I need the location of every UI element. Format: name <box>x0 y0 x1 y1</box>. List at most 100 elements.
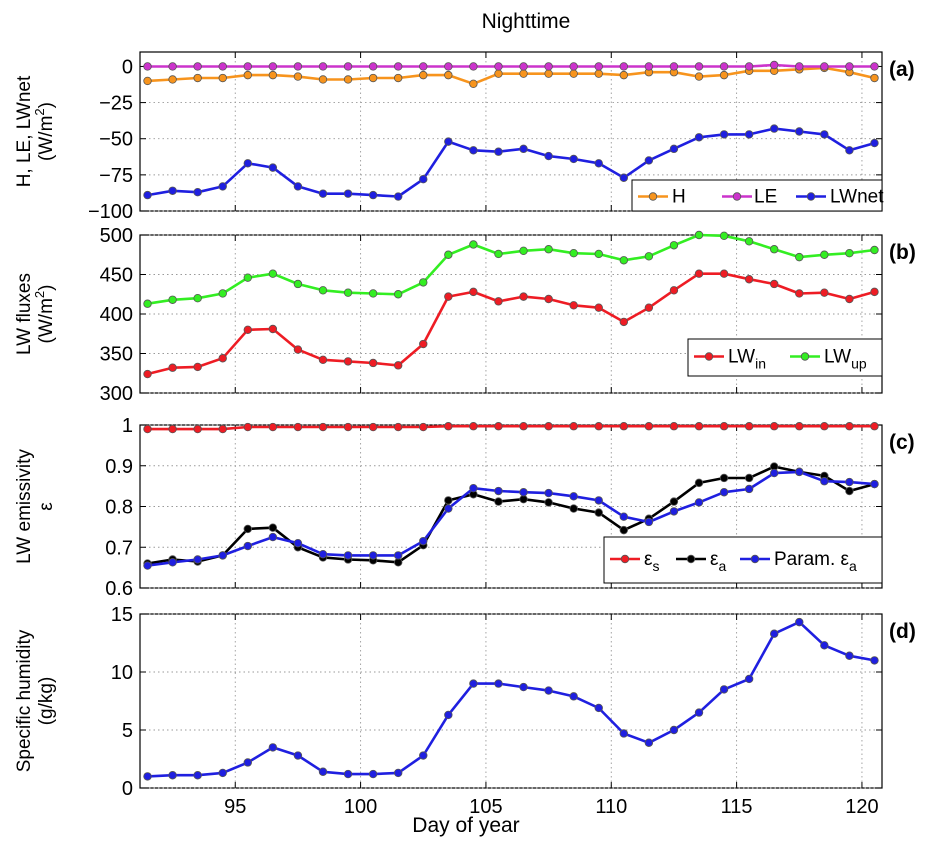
data-point <box>243 159 252 168</box>
legend-label: LE <box>754 187 777 208</box>
data-point <box>343 551 353 560</box>
data-point <box>820 250 829 259</box>
data-point <box>469 240 478 249</box>
data-point <box>143 76 152 86</box>
y-tick-label: −25 <box>99 93 133 115</box>
data-point <box>644 738 654 747</box>
data-point <box>393 62 403 71</box>
data-point <box>719 62 729 71</box>
data-point <box>820 477 829 486</box>
data-point <box>444 496 453 505</box>
panel-label: (a) <box>889 58 915 81</box>
series-line <box>147 63 875 68</box>
data-point <box>243 325 252 334</box>
series-line <box>147 470 875 567</box>
y-axis-label: Specific humidity <box>14 629 35 772</box>
data-point <box>870 479 879 489</box>
data-point <box>795 422 804 431</box>
data-point <box>469 679 478 688</box>
data-point <box>619 729 629 738</box>
data-point <box>870 138 879 148</box>
data-point <box>544 294 553 304</box>
data-point <box>268 324 278 334</box>
data-point <box>243 62 252 71</box>
data-point <box>544 686 553 695</box>
data-point <box>243 273 252 282</box>
data-point <box>268 523 278 532</box>
data-point <box>193 555 202 564</box>
y-axis-unit-part: ) <box>36 285 57 291</box>
data-point <box>268 532 278 542</box>
data-point <box>469 287 478 297</box>
y-axis-unit: (W/m2) <box>32 285 57 344</box>
data-point <box>193 424 202 434</box>
data-point <box>544 498 553 507</box>
y-axis-unit: (W/m2) <box>32 102 57 161</box>
data-point <box>368 358 378 368</box>
data-point <box>343 62 353 71</box>
y-axis-unit-sup: 2 <box>32 291 47 298</box>
data-point <box>719 488 729 497</box>
data-point <box>770 279 779 289</box>
y-tick-label: 450 <box>100 265 133 287</box>
data-point <box>544 245 553 254</box>
y-axis-label-2: (g/kg) <box>36 677 57 726</box>
series-2 <box>143 230 879 308</box>
data-point <box>444 504 453 513</box>
y-tick-label: −75 <box>99 165 133 187</box>
data-point <box>694 72 704 81</box>
data-point <box>744 130 754 139</box>
data-point <box>845 62 854 71</box>
data-point <box>744 237 754 246</box>
data-point <box>143 772 152 781</box>
data-point <box>293 279 303 289</box>
data-point <box>795 127 804 136</box>
data-point <box>494 486 503 496</box>
data-point <box>218 424 227 434</box>
data-point <box>168 424 177 434</box>
legend-marker <box>704 352 714 361</box>
data-point <box>318 75 328 84</box>
data-point <box>343 357 353 366</box>
data-point <box>845 146 854 155</box>
data-point <box>143 299 152 308</box>
data-point <box>644 156 654 165</box>
data-point <box>669 497 679 506</box>
legend-label-main: LE <box>754 187 777 208</box>
series-2 <box>143 60 879 71</box>
data-point <box>594 62 603 71</box>
data-point <box>368 190 378 200</box>
data-point <box>168 295 177 304</box>
data-point <box>795 252 804 262</box>
data-point <box>744 674 754 684</box>
data-point <box>168 75 177 84</box>
x-tick-label: 95 <box>224 796 246 818</box>
legend-marker <box>750 554 760 564</box>
data-point <box>519 246 528 255</box>
data-point <box>619 173 629 182</box>
legend: H LE LWnet <box>631 179 884 212</box>
data-point <box>669 62 679 71</box>
data-point <box>569 62 578 71</box>
data-point <box>744 422 754 431</box>
data-point <box>669 422 679 431</box>
data-point <box>594 508 603 517</box>
data-point <box>719 70 729 80</box>
data-point <box>845 486 854 496</box>
data-point <box>318 767 328 776</box>
data-point <box>419 422 428 432</box>
legend-label-main: LW <box>728 347 755 368</box>
data-point <box>845 294 854 304</box>
legend-marker <box>806 192 816 201</box>
data-point <box>519 62 528 71</box>
y-tick-label: 400 <box>100 304 133 326</box>
data-point <box>243 70 252 80</box>
data-point <box>845 651 854 660</box>
data-point <box>820 62 829 71</box>
data-point <box>268 70 278 80</box>
data-point <box>268 269 278 278</box>
data-point <box>619 525 629 535</box>
data-point <box>644 422 654 431</box>
data-point <box>444 710 453 720</box>
data-point <box>218 354 227 363</box>
